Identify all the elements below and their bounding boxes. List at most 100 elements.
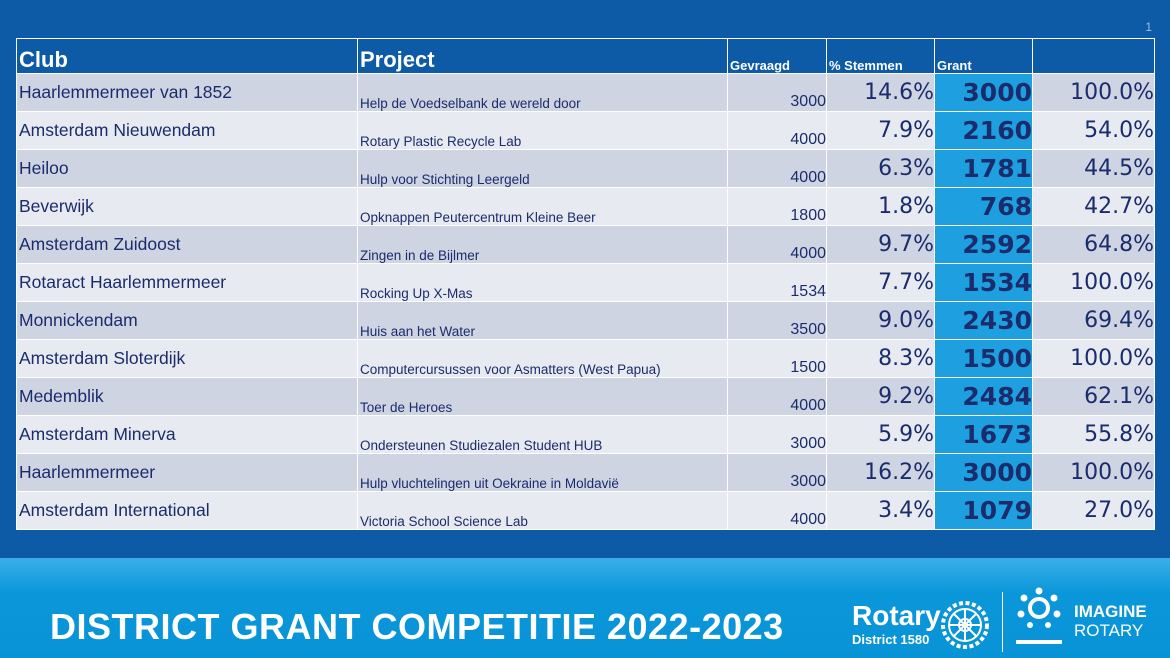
cell-votes: 9.7%	[826, 225, 935, 264]
cell-requested: 4000	[727, 111, 827, 150]
slide-number: 1	[1145, 20, 1152, 34]
cell-project: Zingen in de Bijlmer	[357, 225, 728, 264]
cell-votes: 7.7%	[826, 263, 935, 302]
header-club: Club	[16, 38, 358, 74]
table-row: Amsterdam Sloterdijk Computercursussen vo…	[16, 339, 1155, 378]
cell-ratio: 42.7%	[1032, 187, 1155, 226]
table-body: Haarlemmermeer van 1852 Help de Voedselba…	[16, 73, 1155, 530]
header-votes: % Stemmen	[826, 38, 935, 74]
rotary-wheel-icon	[941, 601, 989, 649]
rotary-wordmark: Rotary	[852, 600, 941, 631]
header-ratio	[1032, 38, 1155, 74]
rotary-district: District 1580	[852, 632, 930, 647]
cell-ratio: 100.0%	[1032, 263, 1155, 302]
cell-club: Medemblik	[16, 377, 358, 416]
cell-grant: 3000	[934, 453, 1033, 492]
cell-club: Haarlemmermeer	[16, 453, 358, 492]
table-row: Beverwijk Opknappen Peutercentrum Kleine …	[16, 187, 1155, 226]
table-row: Amsterdam Zuidoost Zingen in de Bijlmer 40…	[16, 225, 1155, 264]
cell-ratio: 54.0%	[1032, 111, 1155, 150]
cell-project: Huis aan het Water	[357, 301, 728, 340]
cell-ratio: 64.8%	[1032, 225, 1155, 264]
cell-club: Amsterdam Zuidoost	[16, 225, 358, 264]
cell-club: Amsterdam Minerva	[16, 415, 358, 454]
cell-club: Haarlemmermeer van 1852	[16, 73, 358, 112]
cell-votes: 3.4%	[826, 491, 935, 530]
cell-club: Heiloo	[16, 149, 358, 188]
cell-project: Rocking Up X-Mas	[357, 263, 728, 302]
cell-requested: 3000	[727, 453, 827, 492]
cell-requested: 3000	[727, 73, 827, 112]
table-row: Medemblik Toer de Heroes 4000 9.2% 2484 62.1%	[16, 377, 1155, 416]
cell-grant: 2160	[934, 111, 1033, 150]
cell-club: Rotaract Haarlemmermeer	[16, 263, 358, 302]
header-requested: Gevraagd	[727, 38, 827, 74]
cell-club: Amsterdam International	[16, 491, 358, 530]
cell-ratio: 62.1%	[1032, 377, 1155, 416]
table-row: Amsterdam Nieuwendam Rotary Plastic Recyc…	[16, 111, 1155, 150]
cell-votes: 14.6%	[826, 73, 935, 112]
cell-requested: 3500	[727, 301, 827, 340]
cell-grant: 1673	[934, 415, 1033, 454]
logo-divider	[1002, 592, 1003, 652]
cell-votes: 9.0%	[826, 301, 935, 340]
table-row: Monnickendam Huis aan het Water 3500 9.0% 24…	[16, 301, 1155, 340]
grant-table: Club Project Gevraagd % Stemmen Grant Ha…	[16, 38, 1155, 530]
cell-requested: 4000	[727, 225, 827, 264]
cell-grant: 2484	[934, 377, 1033, 416]
cell-ratio: 55.8%	[1032, 415, 1155, 454]
cell-club: Amsterdam Nieuwendam	[16, 111, 358, 150]
imagine-rotary-logo: IMAGINE ROTARY	[1012, 586, 1162, 654]
cell-project: Hulp voor Stichting Leergeld	[357, 149, 728, 188]
table-row: Rotaract Haarlemmermeer Rocking Up X-Mas 1…	[16, 263, 1155, 302]
cell-grant: 768	[934, 187, 1033, 226]
cell-votes: 5.9%	[826, 415, 935, 454]
imagine-rotary-icon	[1016, 587, 1062, 644]
cell-project: Hulp vluchtelingen uit Oekraine in Molda…	[357, 453, 728, 492]
cell-votes: 9.2%	[826, 377, 935, 416]
table-row: Haarlemmermeer van 1852 Help de Voedselba…	[16, 73, 1155, 112]
cell-votes: 16.2%	[826, 453, 935, 492]
cell-grant: 1534	[934, 263, 1033, 302]
cell-project: Help de Voedselbank de wereld door	[357, 73, 728, 112]
imagine-line2: ROTARY	[1074, 621, 1144, 640]
imagine-line1: IMAGINE	[1074, 602, 1147, 621]
table-row: Amsterdam Minerva Ondersteunen Studiezale…	[16, 415, 1155, 454]
table-row: Amsterdam International Victoria School S…	[16, 491, 1155, 530]
footer-banner: DISTRICT GRANT COMPETITIE 2022-2023 Rota…	[0, 558, 1170, 658]
cell-project: Rotary Plastic Recycle Lab	[357, 111, 728, 150]
cell-requested: 4000	[727, 377, 827, 416]
cell-project: Opknappen Peutercentrum Kleine Beer	[357, 187, 728, 226]
table-row: Haarlemmermeer Hulp vluchtelingen uit Oek…	[16, 453, 1155, 492]
cell-requested: 3000	[727, 415, 827, 454]
cell-club: Amsterdam Sloterdijk	[16, 339, 358, 378]
table-header-row: Club Project Gevraagd % Stemmen Grant	[16, 38, 1155, 74]
cell-votes: 8.3%	[826, 339, 935, 378]
table-row: Heiloo Hulp voor Stichting Leergeld 4000 6.…	[16, 149, 1155, 188]
cell-grant: 1079	[934, 491, 1033, 530]
cell-ratio: 69.4%	[1032, 301, 1155, 340]
cell-requested: 4000	[727, 491, 827, 530]
cell-grant: 2430	[934, 301, 1033, 340]
cell-requested: 1800	[727, 187, 827, 226]
cell-ratio: 100.0%	[1032, 453, 1155, 492]
header-project: Project	[357, 38, 728, 74]
cell-ratio: 100.0%	[1032, 339, 1155, 378]
cell-project: Ondersteunen Studiezalen Student HUB	[357, 415, 728, 454]
cell-votes: 6.3%	[826, 149, 935, 188]
cell-requested: 1500	[727, 339, 827, 378]
cell-club: Monnickendam	[16, 301, 358, 340]
cell-club: Beverwijk	[16, 187, 358, 226]
rotary-logo: Rotary District 1580	[852, 598, 996, 650]
header-grant: Grant	[934, 38, 1033, 74]
cell-project: Computercursussen voor Asmatters (West P…	[357, 339, 728, 378]
cell-project: Toer de Heroes	[357, 377, 728, 416]
cell-grant: 1500	[934, 339, 1033, 378]
cell-votes: 1.8%	[826, 187, 935, 226]
cell-ratio: 27.0%	[1032, 491, 1155, 530]
cell-ratio: 100.0%	[1032, 73, 1155, 112]
cell-requested: 4000	[727, 149, 827, 188]
cell-project: Victoria School Science Lab	[357, 491, 728, 530]
cell-grant: 2592	[934, 225, 1033, 264]
cell-grant: 3000	[934, 73, 1033, 112]
